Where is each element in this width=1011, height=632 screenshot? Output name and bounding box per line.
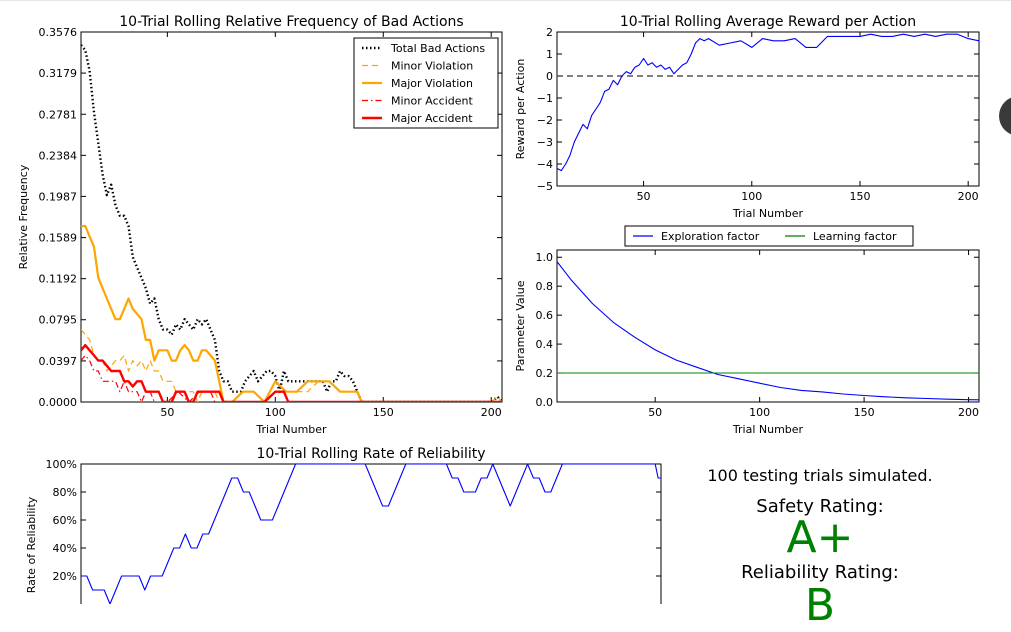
side-scroll-button[interactable]: [999, 96, 1011, 136]
y-tick-label: 0.3179: [39, 67, 78, 80]
y-tick-label: 40%: [53, 542, 77, 555]
reliability-rating-label: Reliability Rating:: [741, 562, 899, 583]
x-axis-label: Trial Number: [255, 423, 327, 436]
legend: Total Bad Actions Minor Violation Major Vi…: [353, 37, 499, 129]
safety-rating-label: Safety Rating:: [756, 496, 884, 517]
y-tick-label: 0.4: [536, 338, 554, 351]
figure-canvas: 10-Trial Rolling Relative Frequency of B…: [17, 14, 980, 604]
x-axis-label: Trial Number: [732, 423, 804, 436]
y-tick-label: 0.3576: [39, 26, 78, 39]
chart-params: 0.0 0.2 0.4 0.6 0.8 1.0 50 100 150 200 Trial Numbe…: [514, 225, 980, 436]
series-major-accident: [81, 343, 502, 402]
x-axis-label: Trial Number: [732, 207, 804, 220]
y-axis-label: Rate of Reliability: [25, 496, 38, 593]
series-exploration-factor: [557, 261, 979, 401]
y-axis-label: Parameter Value: [514, 280, 527, 371]
legend-label: Minor Violation: [391, 60, 473, 73]
y-axis-label: Reward per Action: [514, 59, 527, 160]
y-tick-label: 0.1987: [39, 190, 78, 203]
chart-title: 10-Trial Rolling Average Reward per Acti…: [620, 14, 916, 30]
y-tick-label: −5: [537, 180, 553, 193]
y-tick-label: 0.1589: [39, 232, 78, 245]
y-axis-label: Relative Frequency: [17, 164, 30, 269]
series-group: [557, 261, 979, 401]
y-tick-label: 0: [546, 70, 553, 83]
y-tick-label: 0.8: [536, 280, 554, 293]
series-total-bad-actions: [81, 44, 502, 402]
x-tick-label: 150: [373, 406, 394, 419]
x-tick-label: 50: [160, 406, 174, 419]
legend-label: Total Bad Actions: [390, 42, 485, 55]
y-tick-label: 1.0: [536, 251, 554, 264]
series-group: [81, 44, 502, 402]
series-group: [81, 464, 661, 604]
chart-bad: 10-Trial Rolling Relative Frequency of B…: [17, 14, 503, 436]
y-tick-label: 100%: [46, 458, 77, 471]
chart-reliability: 10-Trial Rolling Rate of Reliability 20% 4…: [25, 446, 662, 604]
series-minor-violation: [81, 329, 502, 402]
legend-label: Major Accident: [391, 112, 473, 125]
series-minor-accident: [81, 354, 502, 402]
series-major-violation: [81, 225, 502, 402]
y-tick-label: 0.6: [536, 309, 554, 322]
y-tick-label: −3: [537, 136, 553, 149]
x-tick-label: 100: [749, 406, 770, 419]
x-tick-label: 100: [265, 406, 286, 419]
y-tick-label: 20%: [53, 570, 77, 583]
y-tick-label: 80%: [53, 486, 77, 499]
y-tick-label: 0.0795: [39, 314, 78, 327]
y-tick-label: 2: [546, 26, 553, 39]
legend-box: [624, 225, 914, 247]
trials-simulated-text: 100 testing trials simulated.: [707, 466, 933, 485]
legend-label: Learning factor: [813, 230, 897, 243]
y-tick-label: 0.0000: [39, 396, 78, 409]
series-line: [81, 464, 661, 604]
y-tick-label: 0.0397: [39, 355, 78, 368]
x-tick-label: 200: [958, 406, 979, 419]
y-tick-label: −4: [537, 158, 553, 171]
x-tick-label: 50: [648, 406, 662, 419]
y-tick-label: −1: [537, 92, 553, 105]
y-tick-label: 0.0: [536, 396, 554, 409]
legend-label: Exploration factor: [661, 230, 760, 243]
y-tick-label: 0.2384: [39, 149, 78, 162]
chart-reward: 10-Trial Rolling Average Reward per Acti…: [514, 14, 980, 220]
x-tick-label: 150: [854, 406, 875, 419]
x-tick-label: 150: [849, 190, 870, 203]
series-group: [557, 33, 979, 172]
top-divider: [0, 0, 1011, 1]
safety-rating-grade: A+: [786, 512, 854, 563]
plot-frame: [556, 31, 980, 187]
x-tick-label: 200: [958, 190, 979, 203]
y-tick-label: 0.2781: [39, 108, 78, 121]
legend-label: Major Violation: [391, 77, 473, 90]
reliability-rating-grade: B: [804, 580, 836, 631]
plot-frame: [80, 463, 662, 604]
x-tick-label: 200: [481, 406, 502, 419]
legend: Exploration factor Learning factor: [624, 225, 914, 247]
y-tick-label: 60%: [53, 514, 77, 527]
legend-label: Minor Accident: [391, 95, 473, 108]
plot-frame: [556, 249, 980, 403]
series-line: [557, 33, 979, 172]
y-tick-label: 1: [546, 48, 553, 61]
x-tick-label: 100: [741, 190, 762, 203]
chart-title: 10-Trial Rolling Rate of Reliability: [256, 446, 485, 462]
y-tick-label: 0.2: [536, 367, 554, 380]
y-tick-label: 0.1192: [39, 273, 78, 286]
chart-title: 10-Trial Rolling Relative Frequency of B…: [119, 14, 463, 30]
x-tick-label: 50: [637, 190, 651, 203]
y-tick-label: −2: [537, 114, 553, 127]
